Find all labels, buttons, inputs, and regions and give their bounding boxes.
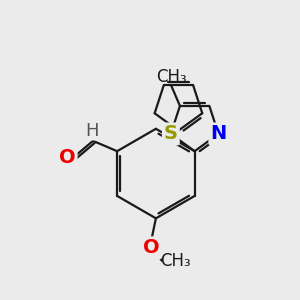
Text: O: O: [59, 148, 76, 166]
Text: N: N: [210, 124, 226, 143]
Text: O: O: [143, 238, 160, 257]
Text: S: S: [164, 124, 178, 143]
Text: CH₃: CH₃: [160, 252, 190, 270]
Text: CH₃: CH₃: [156, 68, 186, 86]
Text: H: H: [85, 122, 98, 140]
